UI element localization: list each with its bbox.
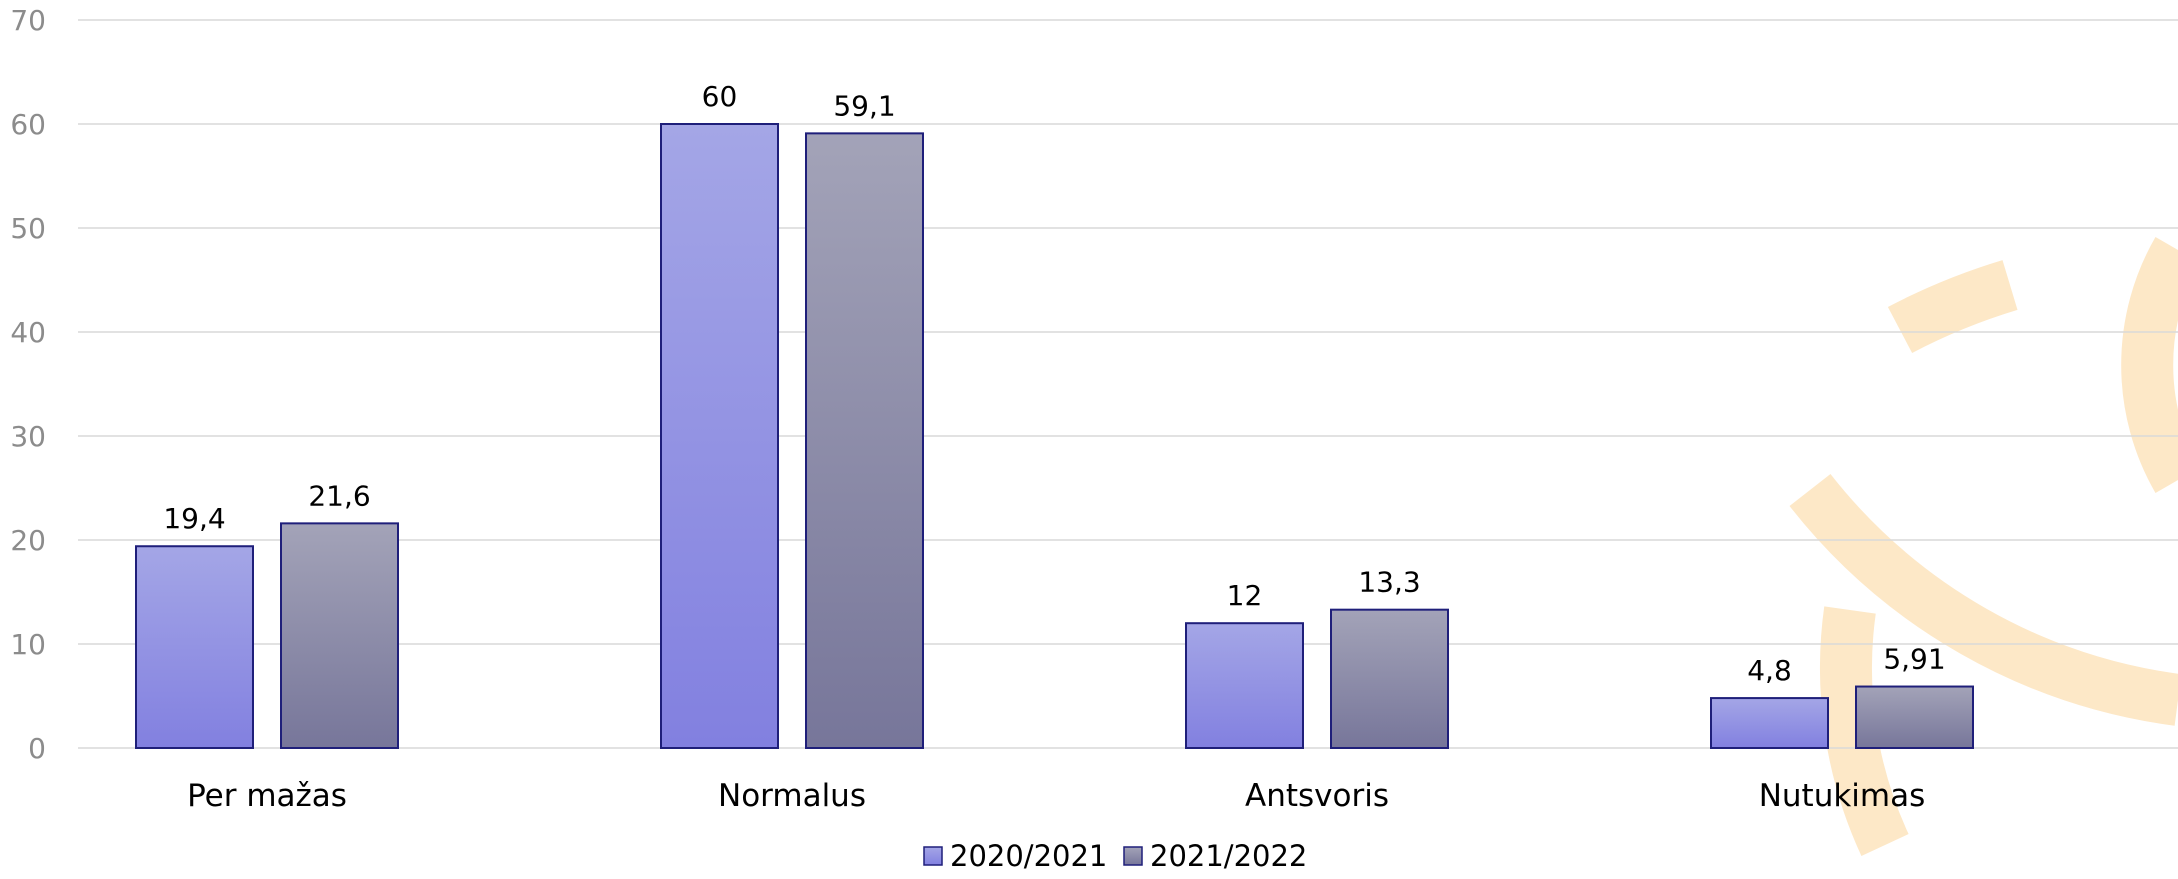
bar-2: [805, 132, 924, 750]
bar-1: [1185, 622, 1304, 750]
legend: 2020/2021 2021/2022: [923, 839, 1307, 873]
y-tick-label: 40: [10, 316, 46, 349]
bar-2: [1855, 685, 1974, 750]
data-label: 4,8: [1747, 654, 1792, 687]
bar-2: [1330, 608, 1449, 749]
data-label: 60: [702, 80, 738, 113]
bar-1: [660, 123, 779, 749]
data-label: 12: [1227, 579, 1263, 612]
x-tick-label: Per mažas: [187, 778, 347, 814]
y-axis-ticks: 0 10 20 30 40 50 60 70: [10, 4, 46, 765]
bar-1: [135, 545, 254, 749]
y-tick-label: 50: [10, 212, 46, 245]
background-watermark: [1789, 237, 2178, 856]
legend-swatch-1: [923, 846, 943, 866]
y-tick-label: 70: [10, 4, 46, 37]
data-label: 59,1: [833, 89, 895, 122]
data-label: 5,91: [1883, 643, 1945, 676]
x-tick-label: Antsvoris: [1245, 778, 1389, 814]
bars: [135, 123, 1974, 750]
data-labels: 19,4 21,6 60 59,1 12 13,3 4,8 5,91: [163, 80, 1945, 687]
data-label: 21,6: [308, 479, 370, 512]
data-label: 13,3: [1358, 566, 1420, 599]
y-tick-label: 30: [10, 420, 46, 453]
bar-2: [280, 522, 399, 749]
y-tick-label: 60: [10, 108, 46, 141]
x-axis-categories: Per mažas Normalus Antsvoris Nutukimas: [187, 778, 1925, 814]
x-tick-label: Nutukimas: [1759, 778, 1926, 814]
x-tick-label: Normalus: [718, 778, 866, 814]
legend-label: 2021/2022: [1150, 839, 1307, 873]
gridlines: [78, 19, 2178, 749]
data-label: 19,4: [163, 502, 225, 535]
bar-1: [1710, 697, 1829, 750]
legend-label: 2020/2021: [950, 839, 1107, 873]
legend-swatch-2: [1123, 846, 1143, 866]
y-tick-label: 10: [10, 628, 46, 661]
y-tick-label: 20: [10, 524, 46, 557]
y-tick-label: 0: [28, 732, 46, 765]
